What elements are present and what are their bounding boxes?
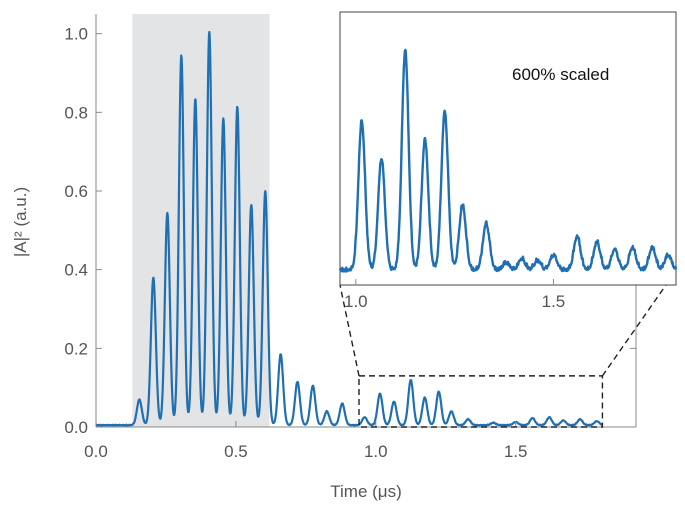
inset-x-ticks: 1.0 1.5 bbox=[344, 279, 565, 311]
zoom-connector-right bbox=[601, 284, 667, 377]
inset-scale-annotation: 600% scaled bbox=[512, 65, 609, 84]
x-tick-label: 0.5 bbox=[224, 442, 248, 461]
y-tick-label: 0.4 bbox=[64, 261, 88, 280]
x-tick-label: 0.0 bbox=[84, 442, 108, 461]
main-series-line bbox=[95, 30, 603, 427]
x-ticks: 0.0 0.5 1.0 1.5 bbox=[84, 421, 528, 461]
y-tick-label: 0.6 bbox=[64, 182, 88, 201]
inset-panel bbox=[339, 11, 677, 286]
inset-series-line bbox=[338, 48, 678, 273]
y-tick-label: 0.2 bbox=[64, 339, 88, 358]
x-axis-label: Time (μs) bbox=[330, 482, 402, 501]
y-tick-label: 0.8 bbox=[64, 103, 88, 122]
inset-x-tick-label: 1.0 bbox=[344, 292, 368, 311]
x-tick-label: 1.5 bbox=[504, 442, 528, 461]
y-tick-label: 0.0 bbox=[64, 418, 88, 437]
y-ticks: 0.0 0.2 0.4 0.6 0.8 1.0 bbox=[64, 25, 636, 437]
zoom-connector-left bbox=[339, 284, 360, 377]
inset-x-tick-label: 1.5 bbox=[542, 292, 566, 311]
zoom-region-box bbox=[358, 375, 604, 428]
y-axis-label: |A|² (a.u.) bbox=[11, 187, 30, 257]
x-tick-label: 1.0 bbox=[364, 442, 388, 461]
y-tick-label: 1.0 bbox=[64, 25, 88, 44]
